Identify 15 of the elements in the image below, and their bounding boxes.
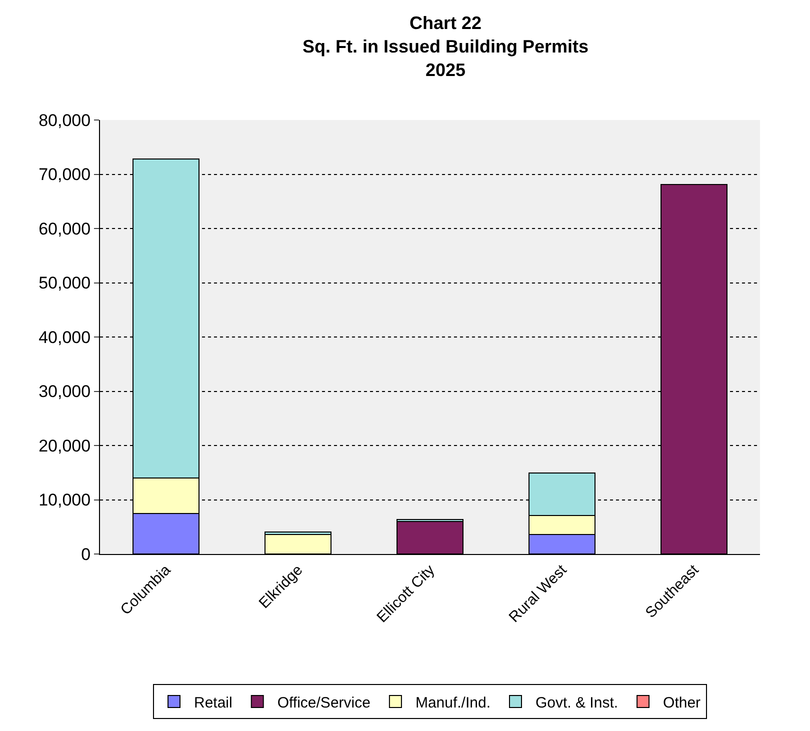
y-tick-label: 60,000 [38, 219, 91, 238]
y-tick-label: 10,000 [38, 490, 91, 510]
legend-label: Other [663, 694, 701, 712]
legend-label: Govt. & Inst. [536, 694, 618, 712]
y-tick-label: 80,000 [38, 110, 91, 130]
y-tick-label: 50,000 [38, 274, 91, 293]
y-tick-label: 0 [81, 544, 91, 564]
y-tick-label: 20,000 [38, 436, 91, 456]
legend-label: Office/Service [277, 694, 370, 712]
y-tick-label: 40,000 [38, 328, 91, 347]
legend-label: Manuf./Ind. [415, 694, 490, 712]
legend-label: Retail [194, 694, 232, 712]
chart-title: Chart 22 Sq. Ft. in Issued Building Permits 2025 [302, 13, 589, 80]
y-tick-label: 70,000 [38, 165, 91, 184]
y-tick-label: 30,000 [38, 382, 91, 402]
